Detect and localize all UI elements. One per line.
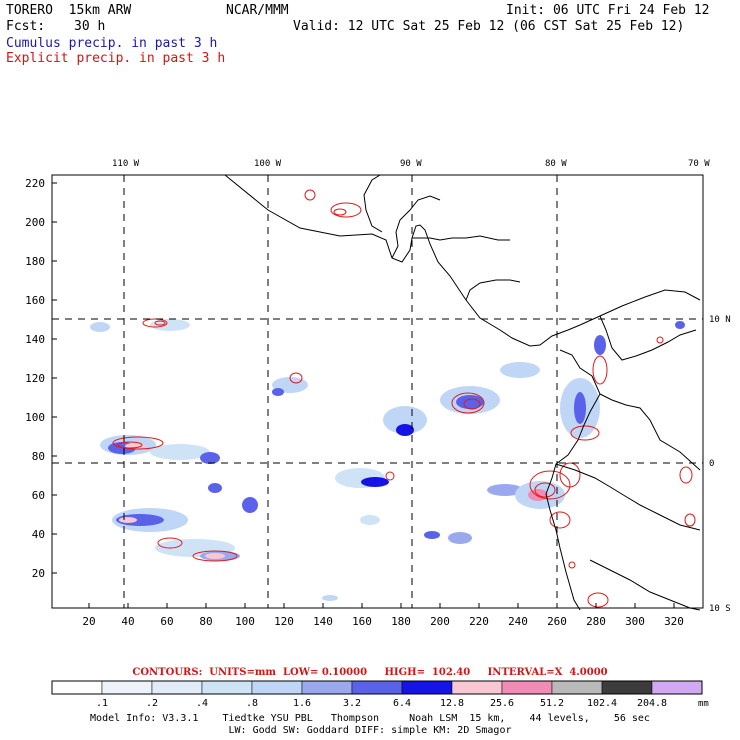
x-tick-label: 120 (274, 615, 294, 628)
x-tick-label: 220 (469, 615, 489, 628)
longitude-labels: 110 W 100 W 90 W 80 W 70 W (112, 159, 710, 169)
y-tick-label: 100 (25, 411, 45, 424)
center-label: NCAR/MMM (226, 3, 289, 18)
lon-label: 70 W (688, 159, 710, 169)
y-tick-label: 60 (32, 489, 45, 502)
latitude-labels: 10 N 0 10 S (709, 315, 731, 614)
colorbar-label: 51.2 (540, 698, 564, 709)
y-tick-label: 40 (32, 528, 45, 541)
colorbar-swatch (651, 680, 703, 695)
explicit-precip-contours (112, 189, 696, 608)
colorbar-swatch (101, 680, 153, 695)
x-tick-label: 300 (625, 615, 645, 628)
colorbar: .1.2.4.8 1.6 3.2 6.4 12.8 25.6 51.2 102.4 204.8 … (51, 680, 709, 709)
y-tick-label: 140 (25, 333, 45, 346)
contours-interval: INTERVAL=X 4.0000 (487, 667, 608, 678)
contours-units: UNITS=mm (209, 667, 277, 678)
x-tick-label: 100 (235, 615, 255, 628)
colorbar-swatch (301, 680, 353, 695)
map-frame (51, 174, 704, 609)
x-tick-label: 240 (508, 615, 528, 628)
x-tick-label: 320 (664, 615, 684, 628)
latlon-grid (52, 175, 703, 608)
y-tick-label: 120 (25, 372, 45, 385)
contours-summary: CONTOURS: UNITS=mm LOW= 0.10000 HIGH= 10… (0, 667, 740, 678)
colorbar-label: 6.4 (393, 698, 411, 709)
colorbar-label: .4 (196, 698, 208, 709)
lat-label: 10 S (709, 604, 731, 614)
x-tick-marks (88, 603, 675, 608)
colorbar-label: 102.4 (587, 698, 617, 709)
colorbar-swatch (601, 680, 653, 695)
y-tick-label: 80 (32, 450, 45, 463)
lat-label: 10 N (709, 315, 731, 325)
colorbar-swatches (51, 680, 703, 695)
y-tick-label: 20 (32, 567, 45, 580)
colorbar-label: .2 (146, 698, 158, 709)
x-tick-label: 200 (430, 615, 450, 628)
model-title: TORERO 15km ARW (6, 3, 132, 18)
x-tick-label: 260 (547, 615, 567, 628)
coastlines (224, 174, 701, 611)
explicit-legend: Explicit precip. in past 3 h (6, 51, 226, 66)
x-tick-label: 160 (352, 615, 372, 628)
x-axis: 20 40 60 80 100 120 140 160 180 200 220 … (82, 615, 684, 628)
colorbar-swatch (451, 680, 503, 695)
lon-label: 90 W (400, 159, 422, 169)
y-tick-label: 220 (25, 177, 45, 190)
colorbar-swatch (501, 680, 553, 695)
colorbar-label: 25.6 (490, 698, 514, 709)
colorbar-label: 1.6 (293, 698, 311, 709)
x-tick-label: 40 (121, 615, 134, 628)
y-tick-label: 200 (25, 216, 45, 229)
contours-low: LOW= 0.10000 (282, 667, 368, 678)
x-tick-label: 60 (160, 615, 173, 628)
contours-high: HIGH= 102.40 (384, 667, 471, 678)
contours-prefix: CONTOURS: (132, 667, 203, 678)
colorbar-labels: .1 .2 .4 .8 1.6 3.2 6.4 12.8 25.6 51.2 102.4 204.8 (96, 698, 667, 709)
y-tick-label: 160 (25, 294, 45, 307)
y-tick-label: 180 (25, 255, 45, 268)
forecast-label: Fcst: (6, 19, 46, 34)
colorbar-label: 204.8 (637, 698, 667, 709)
x-tick-label: 180 (391, 615, 411, 628)
colorbar-swatch (51, 680, 103, 695)
init-time: Init: 06 UTC Fri 24 Feb 12 (506, 3, 710, 18)
x-tick-label: 140 (313, 615, 333, 628)
cumulus-precip-shading (90, 319, 685, 601)
colorbar-swatch (351, 680, 403, 695)
cumulus-legend: Cumulus precip. in past 3 h (6, 36, 218, 51)
model-info-line1: Model Info: V3.3.1 Tiedtke YSU PBL Thomp… (90, 713, 650, 724)
y-axis: 20 40 60 80 100 120 140 160 180 200 220 (25, 177, 45, 580)
y-tick-marks (52, 182, 57, 574)
lon-label: 100 W (254, 159, 282, 169)
x-tick-label: 80 (199, 615, 212, 628)
colorbar-swatch (251, 680, 303, 695)
colorbar-label: 3.2 (343, 698, 361, 709)
colorbar-label: .8 (246, 698, 258, 709)
forecast-hours: 30 h (74, 19, 106, 34)
colorbar-label: 12.8 (440, 698, 464, 709)
lat-label: 0 (709, 459, 714, 469)
colorbar-label: .1 (96, 698, 108, 709)
lon-label: 110 W (112, 159, 140, 169)
valid-time: Valid: 12 UTC Sat 25 Feb 12 (06 CST Sat … (293, 19, 685, 34)
colorbar-swatch (401, 680, 453, 695)
x-tick-label: 20 (82, 615, 95, 628)
x-tick-label: 280 (586, 615, 606, 628)
model-info-line2: LW: Godd SW: Goddard DIFF: simple KM: 2D… (228, 725, 512, 736)
lon-label: 80 W (545, 159, 567, 169)
colorbar-swatch (201, 680, 253, 695)
colorbar-swatch (151, 680, 203, 695)
colorbar-unit: mm (698, 699, 709, 709)
colorbar-swatch (551, 680, 603, 695)
